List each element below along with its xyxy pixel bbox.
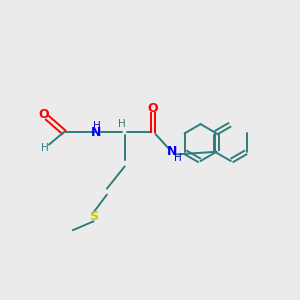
Text: H: H <box>41 143 49 153</box>
Text: N: N <box>167 145 178 158</box>
Text: O: O <box>148 102 158 115</box>
Text: H: H <box>174 153 182 163</box>
Text: S: S <box>89 210 98 224</box>
Text: H: H <box>93 121 101 130</box>
Text: H: H <box>118 119 126 129</box>
Text: N: N <box>91 126 102 139</box>
Text: O: O <box>38 108 49 121</box>
